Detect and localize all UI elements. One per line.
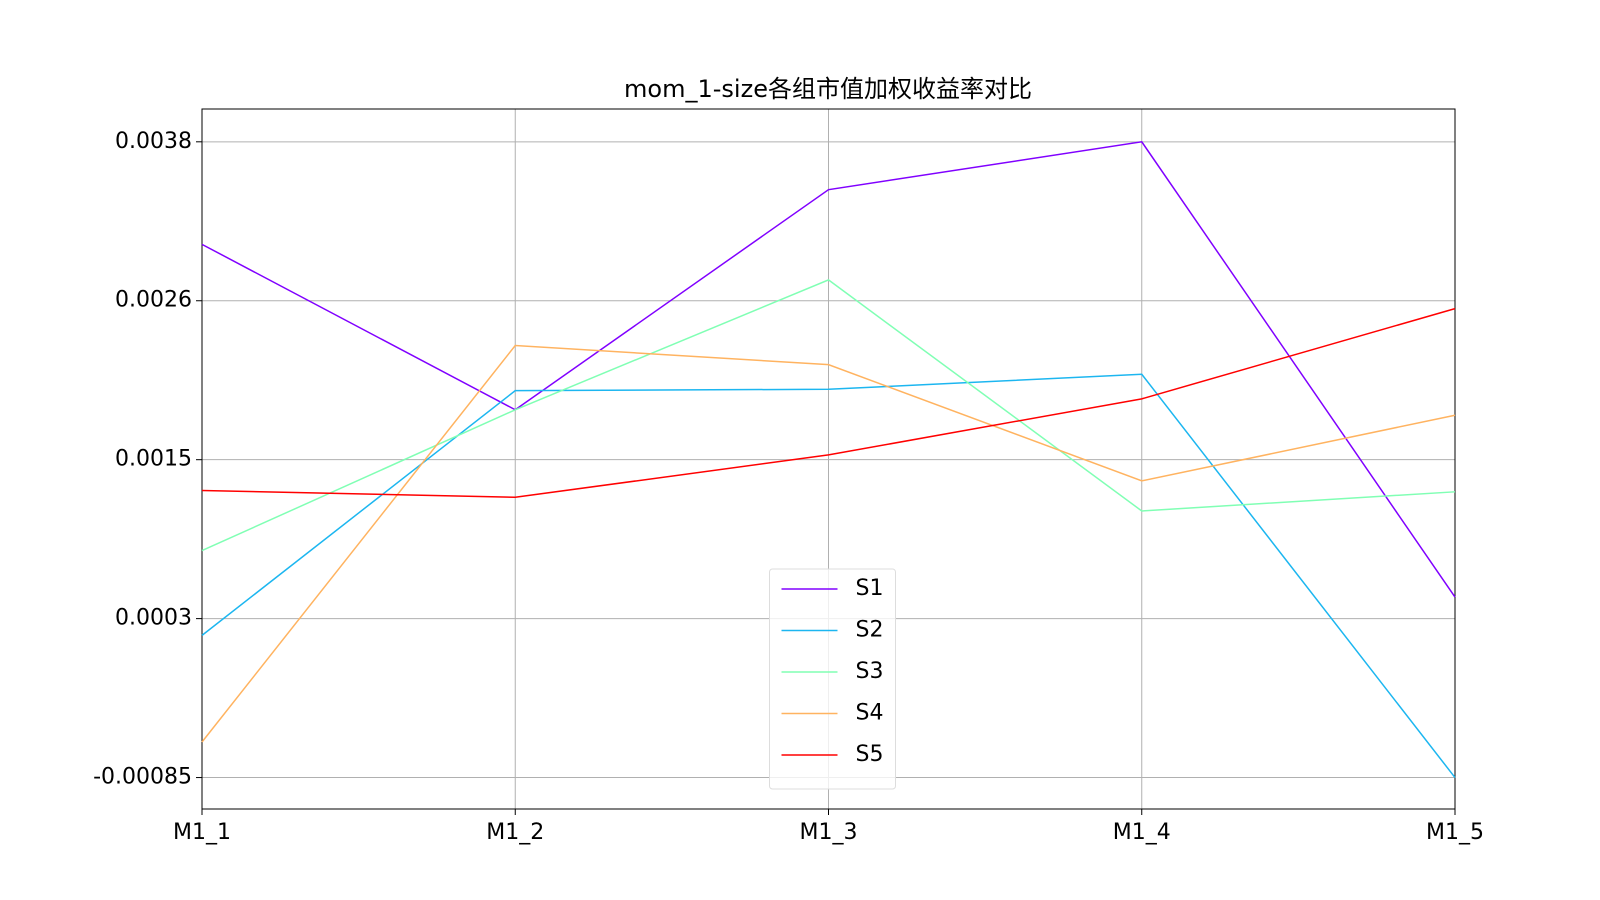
legend-box	[769, 568, 896, 790]
series-line	[201, 141, 1456, 598]
legend-label: S3	[856, 659, 884, 684]
y-tick-label: 0.0015	[115, 447, 192, 472]
x-tick-label: M1_3	[800, 820, 858, 845]
y-tick-label: 0.0026	[115, 288, 192, 313]
series-line	[201, 279, 1456, 552]
series-line	[201, 344, 1456, 743]
series-line	[201, 373, 1456, 779]
legend-label: S5	[856, 742, 884, 767]
x-tick-label: M1_1	[173, 820, 231, 845]
series-line	[201, 307, 1456, 499]
x-tick-label: M1_4	[1113, 820, 1171, 845]
legend-label: S4	[856, 701, 884, 726]
y-tick-label: 0.0038	[115, 129, 192, 154]
legend-label: S1	[856, 576, 884, 601]
y-tick-label: 0.0003	[115, 606, 192, 631]
y-tick-label: -0.00085	[93, 765, 192, 790]
x-tick-label: M1_2	[486, 820, 544, 845]
x-tick-label: M1_5	[1426, 820, 1484, 845]
plot-frame	[201, 108, 1456, 810]
chart-title: mom_1-size各组市值加权收益率对比	[624, 75, 1032, 103]
legend-label: S2	[856, 618, 884, 643]
